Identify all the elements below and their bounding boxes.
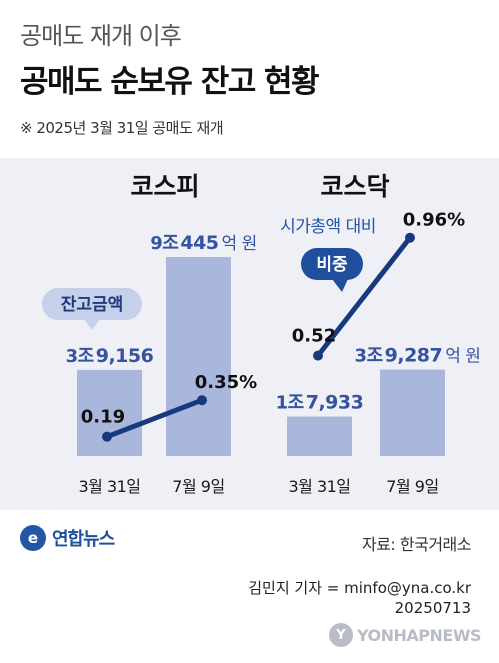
bar-value-label-1-1: 3조 9,287 억 원: [355, 345, 481, 367]
series-line-0: [104, 397, 205, 440]
line-point-0-0: [102, 431, 112, 442]
bar-value-label-0-0: 3조 9,156: [66, 345, 154, 367]
credit: 김민지 기자 = minfo@yna.co.kr 20250713: [248, 578, 471, 618]
line-point-1-0: [313, 350, 323, 361]
line-callout-label-top: 시가총액 대비: [280, 217, 376, 237]
line-point-1-1: [405, 232, 415, 243]
bar-0-1: [166, 257, 231, 456]
category-label-0-1: 7월 9일: [172, 477, 224, 496]
source-text: 자료: 한국거래소: [361, 535, 472, 554]
bar-value-label-0-1: 9조 445 억 원: [150, 232, 256, 254]
bar-callout-pointer: [84, 319, 100, 330]
category-label-1-1: 7월 9일: [386, 477, 438, 496]
watermark-logo-icon: Y: [329, 623, 353, 647]
logo: e 연합뉴스: [20, 525, 115, 551]
bar-value-label-1-0: 1조 7,933: [276, 392, 364, 414]
watermark: Y YONHAPNEWS: [329, 623, 482, 647]
bar-callout-bubble: [42, 288, 142, 320]
logo-text: 연합뉴스: [52, 529, 115, 550]
bar-1-1: [380, 369, 445, 456]
yonhap-logo-icon: e: [20, 525, 46, 551]
credit-author: 김민지 기자 = minfo@yna.co.kr: [248, 579, 471, 597]
line-value-label-1-1: 0.96%: [403, 210, 465, 231]
bar-callout-label: 잔고금액: [61, 295, 124, 315]
bar-0-0: [77, 369, 142, 456]
page-title: 공매도 순보유 잔고 현황: [20, 64, 320, 100]
line-value-label-0-1: 0.35%: [195, 372, 257, 393]
category-label-1-0: 3월 31일: [288, 477, 350, 496]
panel-title-1: 코스닥: [320, 172, 389, 201]
line-callout-badge-label: 비중: [316, 255, 348, 275]
bar-1-0: [287, 416, 352, 456]
line-point-0-1: [197, 395, 207, 406]
note: ※ 2025년 3월 31일 공매도 재개: [20, 119, 224, 137]
category-label-0-0: 3월 31일: [78, 477, 140, 496]
subtitle: 공매도 재개 이후: [20, 22, 182, 50]
series-line-1: [315, 235, 413, 359]
watermark-text: YONHAPNEWS: [357, 625, 482, 645]
line-callout-pointer: [332, 279, 348, 292]
line-value-label-0-0: 0.19: [81, 407, 125, 428]
line-value-label-1-0: 0.52: [292, 326, 336, 347]
line-callout-badge: [301, 248, 363, 280]
panel-title-0: 코스피: [130, 172, 199, 201]
credit-date: 20250713: [394, 599, 471, 617]
